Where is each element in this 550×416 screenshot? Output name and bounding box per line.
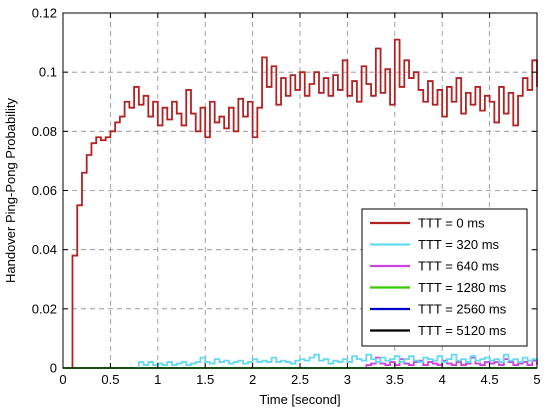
x-tick-label: 0	[59, 372, 66, 387]
legend-label: TTT = 0 ms	[418, 216, 485, 231]
y-tick-label: 0.08	[32, 124, 57, 139]
legend-box	[361, 208, 528, 347]
legend-label: TTT = 1280 ms	[418, 280, 507, 295]
x-tick-label: 2.5	[291, 372, 309, 387]
legend-label: TTT = 320 ms	[418, 237, 500, 252]
y-axis-label: Handover Ping-Pong Probability	[3, 98, 18, 283]
series-line-ttt-320-ms	[137, 353, 538, 368]
axis-ticks: 0 0.5 1 1.5 2 2.5 3 3.5 4 4.5 5 0 0.02 0.04 0.06 0.08 0.…	[32, 6, 541, 388]
legend-label: TTT = 5120 ms	[418, 323, 507, 338]
legend-label: TTT = 640 ms	[418, 259, 500, 274]
y-tick-label: 0.06	[32, 183, 57, 198]
x-tick-label: 3	[344, 372, 351, 387]
x-tick-label: 4.5	[481, 372, 499, 387]
y-tick-label: 0.12	[32, 6, 57, 21]
legend: TTT = 0 ms TTT = 320 ms TTT = 640 ms TTT = …	[361, 208, 528, 347]
x-tick-label: 4	[439, 372, 446, 387]
x-tick-label: 0.5	[101, 372, 119, 387]
x-tick-label: 3.5	[386, 372, 404, 387]
y-tick-label: 0.1	[39, 65, 57, 80]
legend-label: TTT = 2560 ms	[418, 302, 507, 317]
series-line-ttt-0-ms	[71, 38, 538, 368]
x-tick-label: 2	[249, 372, 256, 387]
series-line-ttt-640-ms	[365, 356, 538, 368]
y-tick-label: 0	[50, 361, 57, 376]
x-tick-label: 5	[533, 372, 540, 387]
y-tick-label: 0.02	[32, 301, 57, 316]
x-tick-label: 1.5	[196, 372, 214, 387]
x-axis-label: Time [second]	[259, 392, 340, 407]
y-tick-label: 0.04	[32, 242, 57, 257]
x-tick-label: 1	[154, 372, 161, 387]
